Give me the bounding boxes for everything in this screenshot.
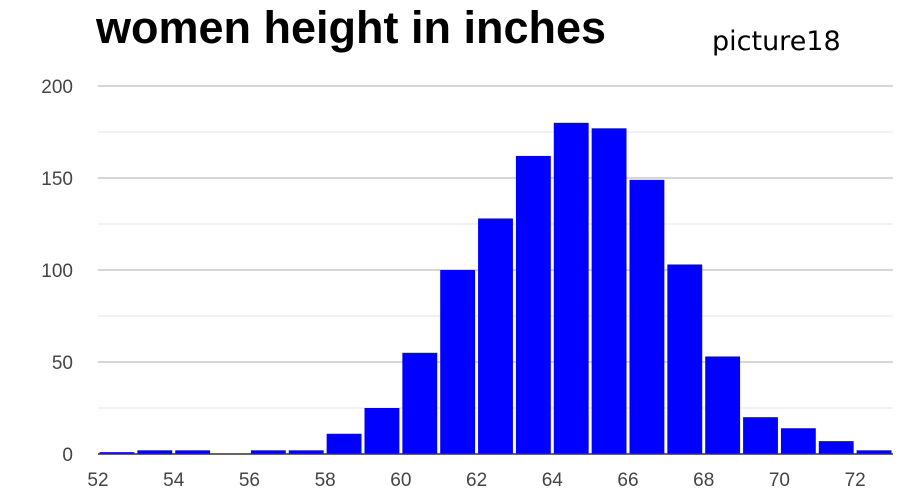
chart-subtitle: picture18 xyxy=(712,26,841,57)
y-tick-label: 200 xyxy=(41,77,73,98)
x-tick-label: 56 xyxy=(239,470,260,491)
histogram-bar xyxy=(515,155,551,455)
histogram-bar xyxy=(705,356,741,454)
y-tick-label: 100 xyxy=(41,261,73,282)
x-tick-label: 68 xyxy=(693,470,714,491)
histogram-bar xyxy=(667,264,703,454)
x-tick-label: 66 xyxy=(617,470,638,491)
x-tick-label: 70 xyxy=(769,470,790,491)
histogram-bar xyxy=(818,441,854,454)
y-tick-labels: 0 50 100 150 200 xyxy=(41,77,73,466)
histogram-bar xyxy=(629,179,665,454)
y-tick-label: 0 xyxy=(62,445,73,466)
histogram-bar xyxy=(288,450,324,454)
histogram-bar xyxy=(780,428,816,454)
x-tick-labels: 52 54 56 58 60 62 64 66 68 70 72 xyxy=(87,470,865,491)
y-tick-label: 150 xyxy=(41,169,73,190)
histogram-bar xyxy=(137,450,173,454)
histogram-bar xyxy=(743,417,778,454)
x-tick-label: 52 xyxy=(87,470,108,491)
histogram-bar xyxy=(326,433,362,454)
histogram-bar xyxy=(250,450,286,454)
x-tick-label: 62 xyxy=(466,470,487,491)
x-tick-label: 72 xyxy=(845,470,866,491)
histogram-bar xyxy=(553,122,589,455)
histogram-bar xyxy=(99,452,135,454)
histogram-bar xyxy=(440,270,476,454)
bars xyxy=(99,122,892,455)
chart-title: women height in inches xyxy=(96,2,607,53)
x-tick-label: 58 xyxy=(315,470,336,491)
histogram-bar xyxy=(175,450,211,454)
x-tick-label: 64 xyxy=(542,470,564,491)
y-tick-label: 50 xyxy=(52,353,73,374)
histogram-bar xyxy=(402,352,438,454)
x-tick-label: 60 xyxy=(390,470,411,491)
histogram-bar xyxy=(591,128,627,454)
histogram-bar xyxy=(478,218,513,454)
x-tick-label: 54 xyxy=(163,470,185,491)
histogram-bar xyxy=(856,450,892,454)
histogram-bar xyxy=(364,408,400,454)
